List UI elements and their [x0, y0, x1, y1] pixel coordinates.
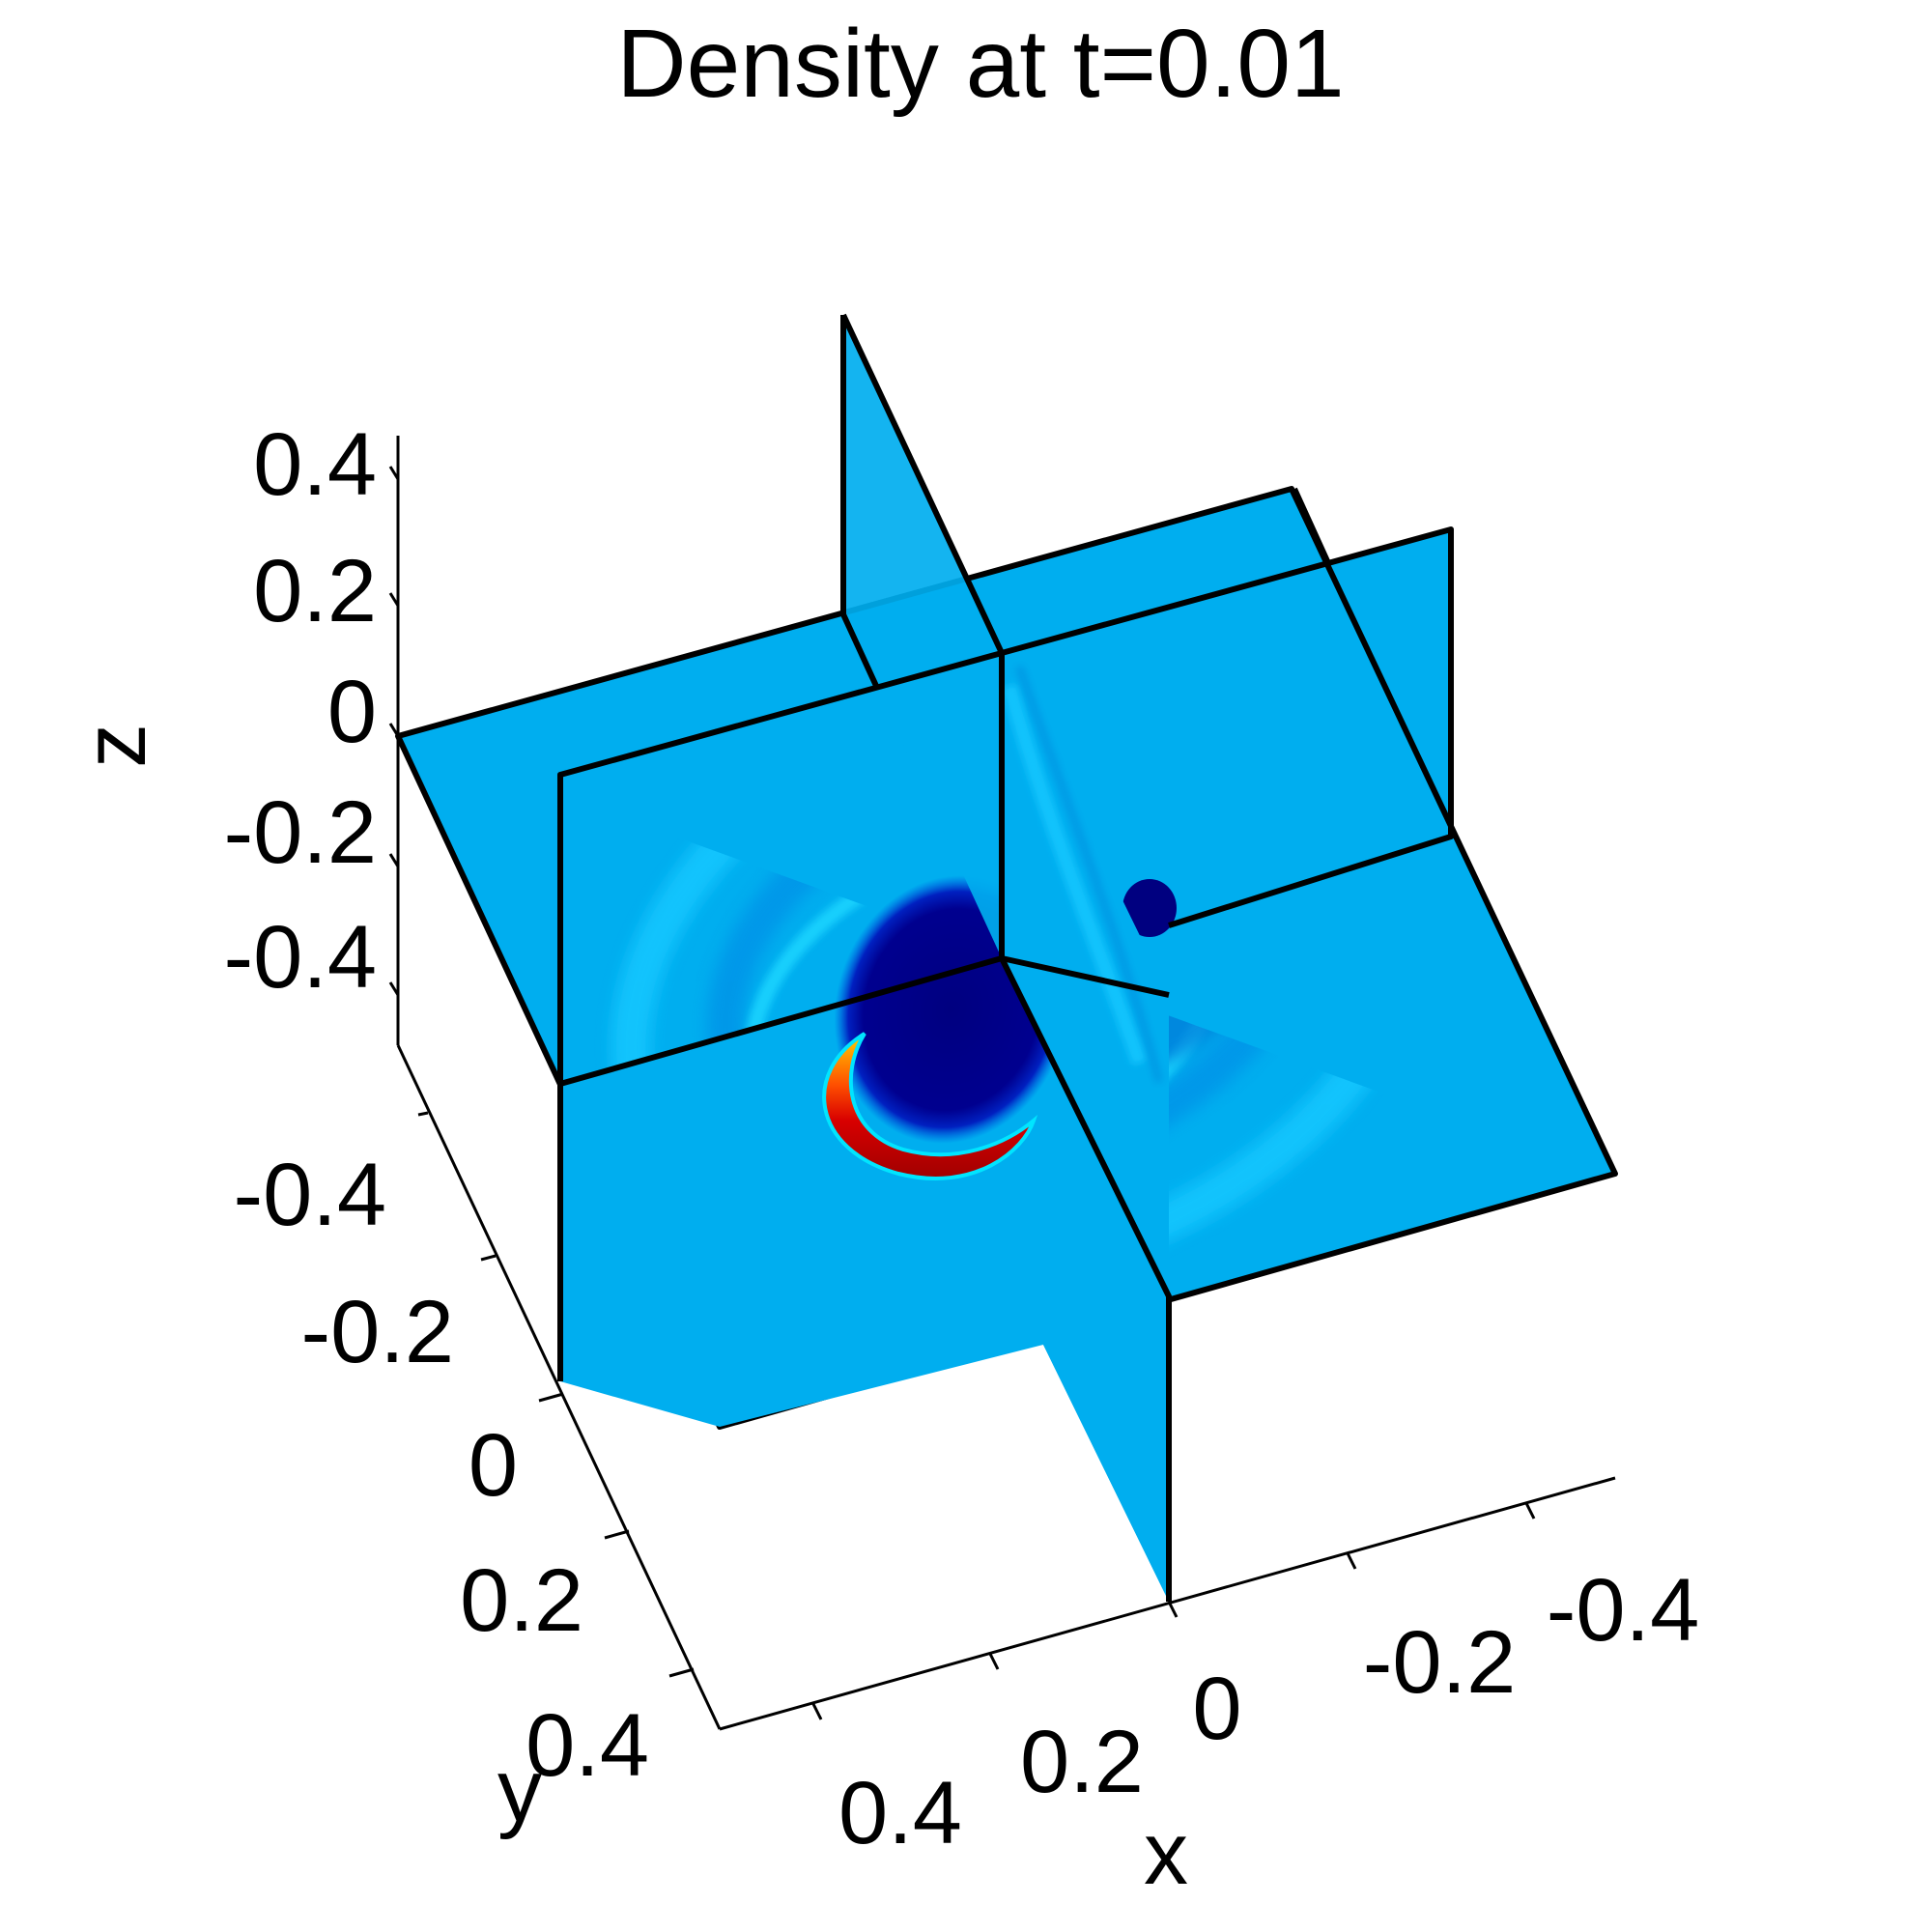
chart-title: Density at t=0.01 [616, 10, 1344, 118]
x-tick-labels: 0.4 0.2 0 -0.2 -0.4 [838, 1561, 1699, 1862]
z-tick [388, 592, 400, 607]
y-tick [668, 1667, 695, 1678]
x-tick-label: -0.2 [1363, 1613, 1517, 1712]
y-tick-label: 0 [469, 1416, 518, 1515]
slice-planes [395, 313, 1618, 1602]
y-tick [480, 1254, 497, 1262]
y-tick [538, 1392, 564, 1403]
x-tick-label: 0.2 [1020, 1713, 1144, 1811]
high-density-crescent [822, 1032, 1038, 1180]
x-axis-line [719, 1476, 1616, 1731]
z-tick-label: 0.4 [253, 415, 377, 514]
z-tick-labels: 0.4 0.2 0 -0.2 -0.4 [223, 415, 377, 1007]
z-axis-label: z [66, 724, 164, 768]
x-tick [1524, 1502, 1536, 1520]
x-tick-label: 0 [1192, 1660, 1241, 1758]
y-tick-label: -0.2 [300, 1283, 454, 1381]
y-axis-label: y [497, 1742, 542, 1840]
axes [388, 436, 1616, 1731]
x-axis-label: x [1144, 1804, 1188, 1903]
x-tick [1346, 1552, 1357, 1570]
slice-x-upper [843, 315, 1002, 958]
y-tick-label: -0.4 [233, 1146, 386, 1244]
z-tick-label: -0.4 [223, 908, 377, 1007]
y-tick-label: 0.2 [460, 1551, 583, 1650]
z-tick-label: 0.2 [253, 542, 377, 640]
y-tick [604, 1529, 630, 1540]
z-tick-label: 0 [327, 663, 377, 761]
y-axis-line [396, 1044, 722, 1730]
z-tick [388, 466, 400, 480]
y-tick-labels: -0.4 -0.2 0 0.2 0.4 [233, 1146, 649, 1795]
x-plane-streak [1015, 665, 1163, 1084]
x-tick [1167, 1601, 1179, 1618]
x-tick-label: -0.4 [1547, 1561, 1700, 1660]
y-tick-label: 0.4 [526, 1696, 649, 1795]
y-tick [417, 1111, 429, 1117]
slice-y-front [560, 958, 1169, 1602]
z-tick [388, 853, 400, 867]
plane-edges [557, 313, 1454, 1602]
low-density-core-right [1122, 879, 1177, 937]
z-tick-label: -0.2 [223, 783, 377, 882]
x-plane-streak [1002, 683, 1148, 1065]
x-tick-label: 0.4 [838, 1764, 962, 1862]
x-tick [988, 1653, 1000, 1670]
z-tick [388, 981, 400, 996]
z-tick [388, 723, 400, 737]
x-tick [811, 1703, 823, 1720]
